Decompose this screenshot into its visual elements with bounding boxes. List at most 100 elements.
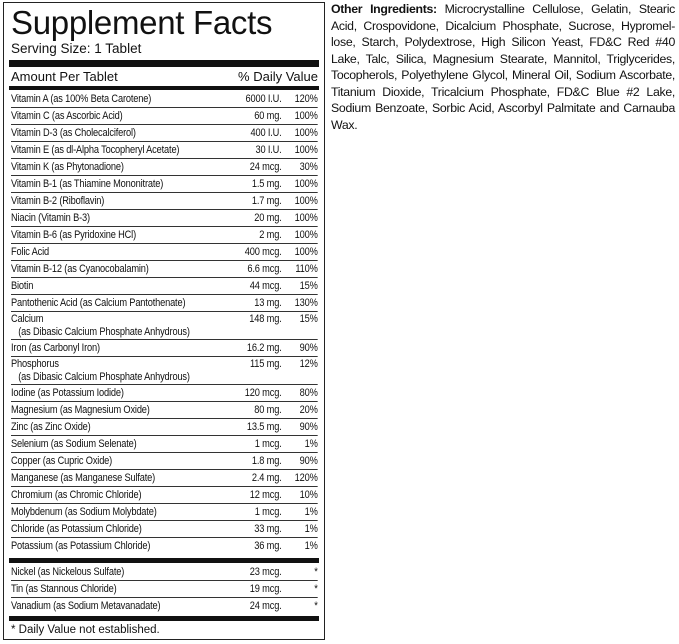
nutrient-name: Vitamin C (as Ascorbic Acid) — [11, 110, 123, 122]
nutrient-row: Vitamin B-12 (as Cyanocobalamin) 6.6 mcg.… — [11, 261, 318, 278]
nutrient-row: Vitamin K (as Phytonadione) 24 mcg. 30% — [11, 159, 318, 176]
nutrient-name: Vanadium (as Sodium Metavanadate) — [11, 600, 161, 612]
nutrient-amount: 12 mcg. — [249, 489, 282, 501]
nutrient-row: Chloride (as Potassium Chloride) 33 mg. 1% — [11, 521, 318, 538]
nutrient-dv: 100% — [294, 246, 318, 258]
nutrient-amount: 24 mcg. — [249, 161, 282, 173]
nutrient-amount: 400 mcg. — [244, 246, 282, 258]
nutrient-name: Manganese (as Manganese Sulfate) — [11, 472, 156, 484]
nutrient-row: Chromium (as Chromic Chloride) 12 mcg. 10% — [11, 487, 318, 504]
nutrient-row: Vitamin B-6 (as Pyridoxine HCl) 2 mg. 100% — [11, 227, 318, 244]
serving-size: Serving Size: 1 Tablet — [11, 41, 142, 56]
nutrient-name: Selenium (as Sodium Selenate) — [11, 438, 137, 450]
nutrient-name: Vitamin B-2 (Riboflavin) — [11, 195, 105, 207]
nutrient-dv: 1% — [304, 438, 318, 450]
nutrient-name: Calcium (as Dibasic Calcium Phosphate An… — [11, 313, 190, 338]
nutrient-dv: 30% — [299, 161, 318, 173]
nutrient-dv: 1% — [304, 540, 318, 552]
nutrient-name: Nickel (as Nickelous Sulfate) — [11, 566, 125, 578]
nutrient-row: Vitamin C (as Ascorbic Acid) 60 mg. 100% — [11, 108, 318, 125]
nutrient-row: Vitamin A (as 100% Beta Carotene) 6000 I.… — [11, 91, 318, 108]
nutrient-row: Zinc (as Zinc Oxide) 13.5 mg. 90% — [11, 419, 318, 436]
nutrient-amount: 24 mcg. — [249, 600, 282, 612]
nutrient-name: Tin (as Stannous Chloride) — [11, 583, 117, 595]
nutrient-amount: 148 mg. — [249, 313, 282, 325]
footnote: * Daily Value not established. — [11, 624, 160, 636]
nutrient-dv: * — [314, 566, 318, 578]
nutrient-amount: 1.7 mg. — [251, 195, 282, 207]
nutrient-dv: 100% — [294, 195, 318, 207]
nutrient-dv: 15% — [299, 280, 318, 292]
nutrient-row: Folic Acid 400 mcg. 100% — [11, 244, 318, 261]
nutrient-dv: 100% — [294, 178, 318, 190]
divider — [9, 60, 319, 67]
nutrient-row: Tin (as Stannous Chloride) 19 mcg. * — [11, 581, 318, 598]
nutrient-name: Molybdenum (as Sodium Molybdate) — [11, 506, 157, 518]
nutrient-name: Vitamin B-6 (as Pyridoxine HCl) — [11, 229, 136, 241]
nutrient-dv: 120% — [294, 472, 318, 484]
nutrient-dv: 90% — [299, 455, 318, 467]
nutrient-name: Chloride (as Potassium Chloride) — [11, 523, 142, 535]
nutrient-row: Magnesium (as Magnesium Oxide) 80 mg. 20% — [11, 402, 318, 419]
nutrient-name: Magnesium (as Magnesium Oxide) — [11, 404, 150, 416]
nutrient-dv: 90% — [299, 421, 318, 433]
nutrient-amount: 30 I.U. — [255, 144, 282, 156]
nutrient-amount: 1.5 mg. — [251, 178, 282, 190]
nutrient-dv: 130% — [294, 297, 318, 309]
nutrient-row: Iron (as Carbonyl Iron) 16.2 mg. 90% — [11, 340, 318, 357]
nutrient-row: Calcium (as Dibasic Calcium Phosphate An… — [11, 312, 318, 340]
nutrient-amount: 400 I.U. — [250, 127, 282, 139]
nutrient-amount: 33 mg. — [254, 523, 282, 535]
nutrient-name: Vitamin A (as 100% Beta Carotene) — [11, 93, 152, 105]
nutrient-dv: 90% — [299, 342, 318, 354]
nutrient-amount: 1.8 mg. — [251, 455, 282, 467]
nutrient-amount: 16.2 mg. — [246, 342, 282, 354]
nutrient-name: Folic Acid — [11, 246, 50, 258]
nutrient-row: Vitamin E (as dl-Alpha Tocopheryl Acetat… — [11, 142, 318, 159]
nutrient-row: Phosphorus (as Dibasic Calcium Phosphate… — [11, 357, 318, 385]
dv-header: % Daily Value — [238, 69, 318, 84]
nutrient-name: Chromium (as Chromic Chloride) — [11, 489, 142, 501]
nutrient-name: Vitamin E (as dl-Alpha Tocopheryl Acetat… — [11, 144, 180, 156]
amount-header: Amount Per Tablet — [11, 69, 118, 84]
nutrient-name: Niacin (Vitamin B-3) — [11, 212, 90, 224]
nutrient-row: Niacin (Vitamin B-3) 20 mg. 100% — [11, 210, 318, 227]
nutrient-amount: 120 mcg. — [244, 387, 282, 399]
nutrient-name: Pantothenic Acid (as Calcium Pantothenat… — [11, 297, 186, 309]
other-ingredients-text: Microcrystalline Cellulose, Gelatin, Ste… — [331, 2, 675, 132]
nutrient-dv: 15% — [299, 313, 318, 325]
nutrient-amount: 20 mg. — [254, 212, 282, 224]
nutrient-name: Vitamin K (as Phytonadione) — [11, 161, 124, 173]
nutrient-amount: 2 mg. — [259, 229, 282, 241]
nutrient-name: Potassium (as Potassium Chloride) — [11, 540, 151, 552]
nutrient-dv: * — [314, 583, 318, 595]
nutrient-name: Biotin — [11, 280, 34, 292]
nutrient-dv: 1% — [304, 523, 318, 535]
nutrient-list: Vitamin A (as 100% Beta Carotene) 6000 I.… — [11, 91, 318, 555]
nutrient-row: Pantothenic Acid (as Calcium Pantothenat… — [11, 295, 318, 312]
nutrient-amount: 19 mcg. — [249, 583, 282, 595]
nutrient-dv: 100% — [294, 110, 318, 122]
nutrient-row: Vitamin B-1 (as Thiamine Mononitrate) 1.5… — [11, 176, 318, 193]
nutrient-dv: * — [314, 600, 318, 612]
column-header: Amount Per Tablet % Daily Value — [11, 69, 318, 84]
nutrient-dv: 20% — [299, 404, 318, 416]
nutrient-dv: 100% — [294, 144, 318, 156]
divider — [9, 86, 319, 90]
nutrient-row: Biotin 44 mcg. 15% — [11, 278, 318, 295]
nutrient-row: Vanadium (as Sodium Metavanadate) 24 mcg.… — [11, 598, 318, 615]
nutrient-amount: 13 mg. — [254, 297, 282, 309]
nutrient-row: Potassium (as Potassium Chloride) 36 mg. 1… — [11, 538, 318, 555]
nutrient-dv: 80% — [299, 387, 318, 399]
nutrient-dv: 12% — [299, 358, 318, 370]
nutrient-dv: 100% — [294, 229, 318, 241]
nutrient-row: Manganese (as Manganese Sulfate) 2.4 mg. 1… — [11, 470, 318, 487]
nutrient-amount: 6.6 mcg. — [247, 263, 282, 275]
nutrient-row: Vitamin B-2 (Riboflavin) 1.7 mg. 100% — [11, 193, 318, 210]
nutrient-dv: 10% — [299, 489, 318, 501]
nutrient-name: Copper (as Cupric Oxide) — [11, 455, 113, 467]
nutrient-amount: 60 mg. — [254, 110, 282, 122]
nutrient-name: Phosphorus (as Dibasic Calcium Phosphate… — [11, 358, 190, 383]
nutrient-row: Copper (as Cupric Oxide) 1.8 mg. 90% — [11, 453, 318, 470]
nutrient-amount: 36 mg. — [254, 540, 282, 552]
